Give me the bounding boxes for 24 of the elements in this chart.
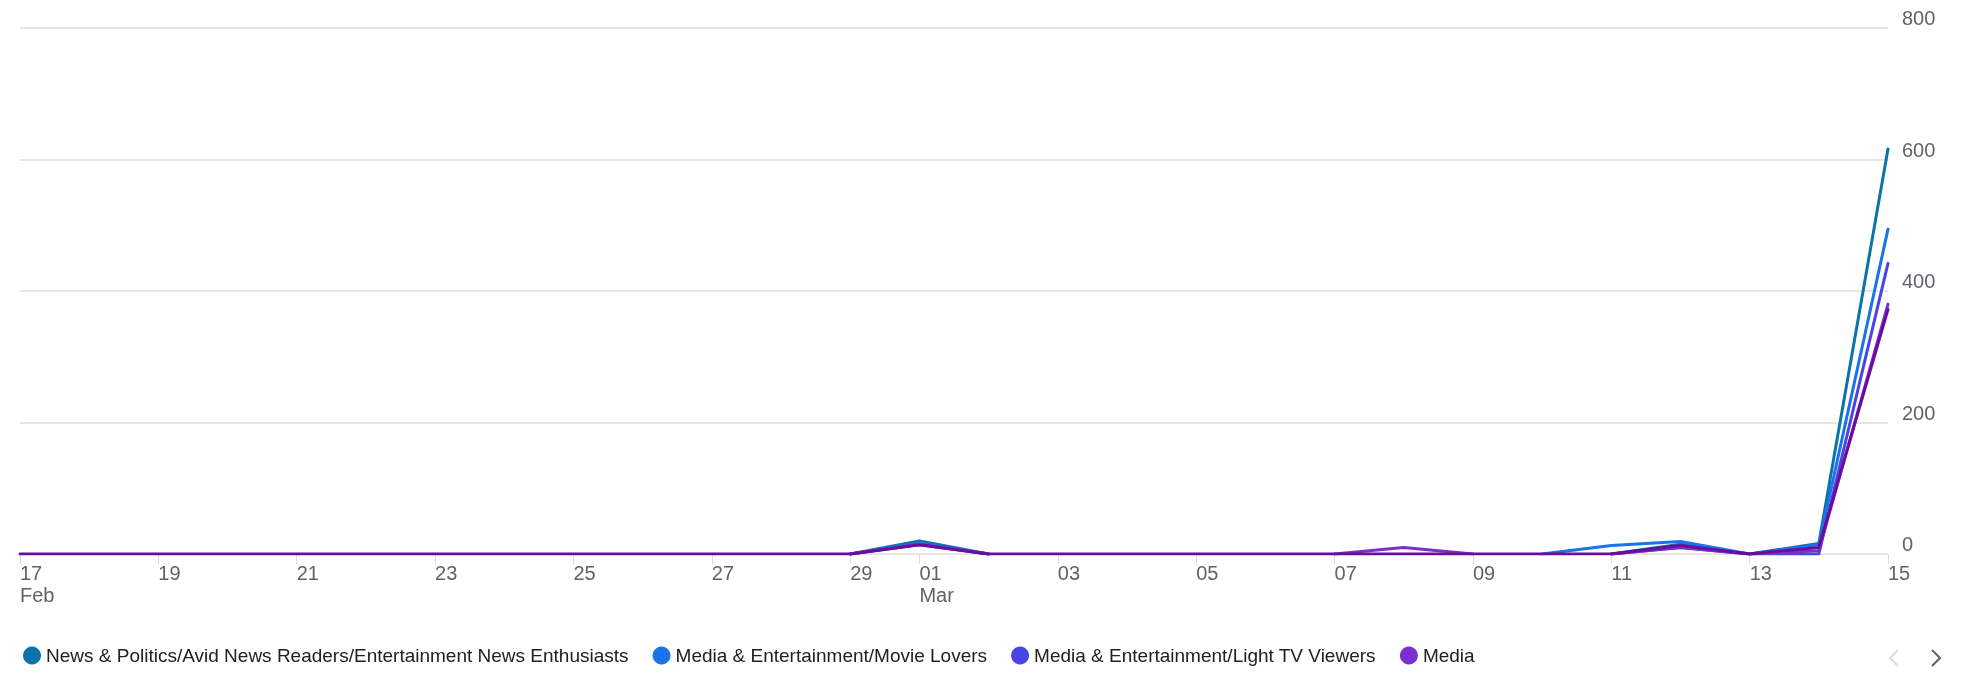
y-tick-label: 600 [1902,138,1936,161]
x-tick-label: 09 [1472,562,1496,584]
legend-label: News & Politics/Avid News Readers/Entertainment News Enthusiasts [46,645,629,666]
legend-label: Media & Entertainment/Movie Lovers [675,645,988,666]
y-tick-label: 0 [1902,533,1914,555]
x-tick-label: 23 [435,562,458,584]
x-tick-label: 27 [711,562,735,584]
x-tick-label: 03 [1057,562,1081,584]
x-tick-label: 17 Feb [20,562,55,606]
x-tick-label: 11 [1611,562,1633,584]
x-tick-label: 25 [573,562,596,584]
legend-label: Media & Entertainment/Light TV Viewers [1034,645,1376,666]
x-tick-label: 05 [1196,562,1219,584]
x-tick-label: 01 Mar [919,562,955,606]
y-tick-label: 400 [1902,270,1936,292]
y-tick-label: 200 [1902,401,1936,424]
x-tick-label: 21 [296,562,319,584]
legend-label: Media [1422,645,1476,666]
x-tick-label: 13 [1749,562,1772,584]
y-tick-label: 800 [1902,7,1936,29]
x-tick-label: 15 [1888,562,1911,584]
x-tick-label: 07 [1334,562,1357,584]
x-tick-label: 29 [850,562,873,584]
x-tick-label: 19 [158,562,181,584]
